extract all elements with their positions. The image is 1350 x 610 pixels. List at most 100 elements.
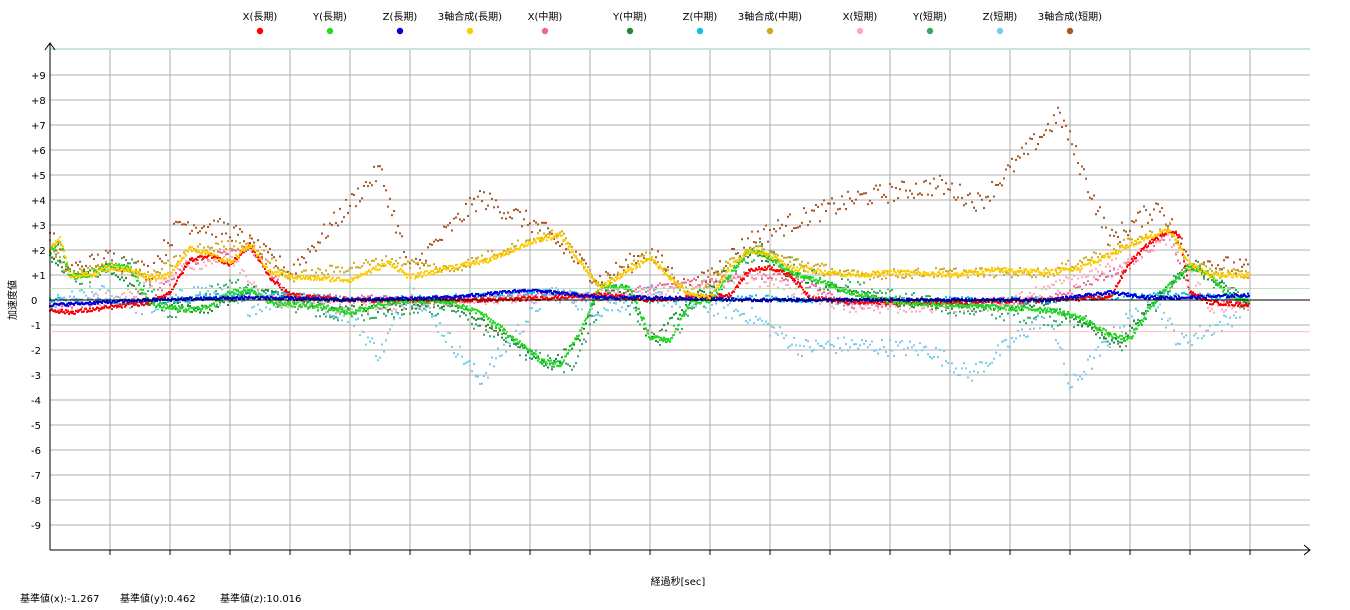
data-point xyxy=(269,261,271,264)
data-point xyxy=(1055,339,1057,342)
data-point xyxy=(417,262,419,265)
data-point xyxy=(843,203,845,206)
data-point xyxy=(727,280,729,283)
data-point xyxy=(849,289,851,292)
data-point xyxy=(1039,135,1041,138)
data-point xyxy=(699,286,701,289)
data-point xyxy=(395,231,397,234)
data-point xyxy=(541,359,543,362)
data-point xyxy=(543,288,545,291)
data-point xyxy=(177,296,179,299)
data-point xyxy=(359,266,361,269)
data-point xyxy=(87,300,89,303)
data-point xyxy=(337,224,339,227)
data-point xyxy=(116,306,118,309)
data-point xyxy=(743,246,745,249)
data-point xyxy=(997,344,999,347)
data-point xyxy=(241,294,243,297)
data-point xyxy=(209,223,211,226)
data-point xyxy=(261,293,263,296)
data-point xyxy=(659,293,661,296)
data-point xyxy=(1105,226,1107,229)
legend-label: Z(中期) xyxy=(683,10,718,23)
data-point xyxy=(1065,263,1067,266)
data-point xyxy=(583,338,585,341)
data-point xyxy=(219,301,221,304)
data-point xyxy=(917,193,919,196)
data-point xyxy=(1097,279,1099,282)
data-point xyxy=(983,370,985,373)
data-point xyxy=(631,292,633,295)
data-point xyxy=(251,283,253,286)
data-point xyxy=(503,339,505,342)
data-point xyxy=(537,232,539,235)
data-point xyxy=(1177,272,1179,275)
data-point xyxy=(231,247,233,250)
legend-marker xyxy=(541,27,549,35)
data-point xyxy=(763,255,765,258)
data-point xyxy=(855,343,857,346)
data-point xyxy=(1241,270,1243,273)
data-point xyxy=(781,277,783,280)
data-point xyxy=(949,296,951,299)
data-point xyxy=(763,273,765,276)
data-point xyxy=(657,260,659,263)
data-point xyxy=(579,339,581,342)
data-point xyxy=(689,306,691,309)
data-point xyxy=(1125,312,1127,315)
data-point xyxy=(1025,302,1027,305)
data-point xyxy=(243,289,245,292)
data-point xyxy=(483,333,485,336)
data-point xyxy=(509,250,511,253)
data-point xyxy=(295,272,297,275)
data-point xyxy=(343,314,345,317)
data-point xyxy=(1013,296,1015,299)
data-point xyxy=(483,375,485,378)
data-point xyxy=(877,307,879,310)
data-point xyxy=(95,308,97,311)
data-point xyxy=(709,280,711,283)
data-point xyxy=(1245,270,1247,273)
data-point xyxy=(297,308,299,311)
data-point xyxy=(827,292,829,295)
data-point xyxy=(415,307,417,310)
data-point xyxy=(659,291,661,294)
data-point xyxy=(441,307,443,310)
data-point xyxy=(607,309,609,312)
data-point xyxy=(123,256,125,259)
data-point xyxy=(561,289,563,292)
data-point xyxy=(463,265,465,268)
data-point xyxy=(1113,326,1115,329)
data-point xyxy=(491,197,493,200)
data-point xyxy=(971,309,973,312)
data-point xyxy=(229,279,231,282)
data-point xyxy=(651,248,653,251)
data-point xyxy=(1173,243,1175,246)
data-point xyxy=(667,283,669,286)
data-point xyxy=(499,294,501,297)
data-point xyxy=(299,263,301,266)
data-point xyxy=(1059,111,1061,114)
data-point xyxy=(1207,306,1209,309)
data-point xyxy=(773,273,775,276)
data-point xyxy=(647,286,649,289)
data-point xyxy=(325,236,327,239)
data-point xyxy=(713,285,715,288)
data-point xyxy=(689,302,691,305)
data-point xyxy=(861,339,863,342)
data-point xyxy=(749,294,751,297)
data-point xyxy=(1041,287,1043,290)
data-point xyxy=(497,294,499,297)
data-point xyxy=(1231,307,1233,310)
data-point xyxy=(867,290,869,293)
data-point xyxy=(1245,258,1247,261)
data-point xyxy=(963,310,965,313)
data-point xyxy=(1071,278,1073,281)
data-point xyxy=(755,294,757,297)
data-point xyxy=(207,311,209,314)
data-point xyxy=(109,306,111,309)
data-point xyxy=(951,307,953,310)
data-point xyxy=(893,268,895,271)
data-point xyxy=(1029,296,1031,299)
data-point xyxy=(609,301,611,304)
